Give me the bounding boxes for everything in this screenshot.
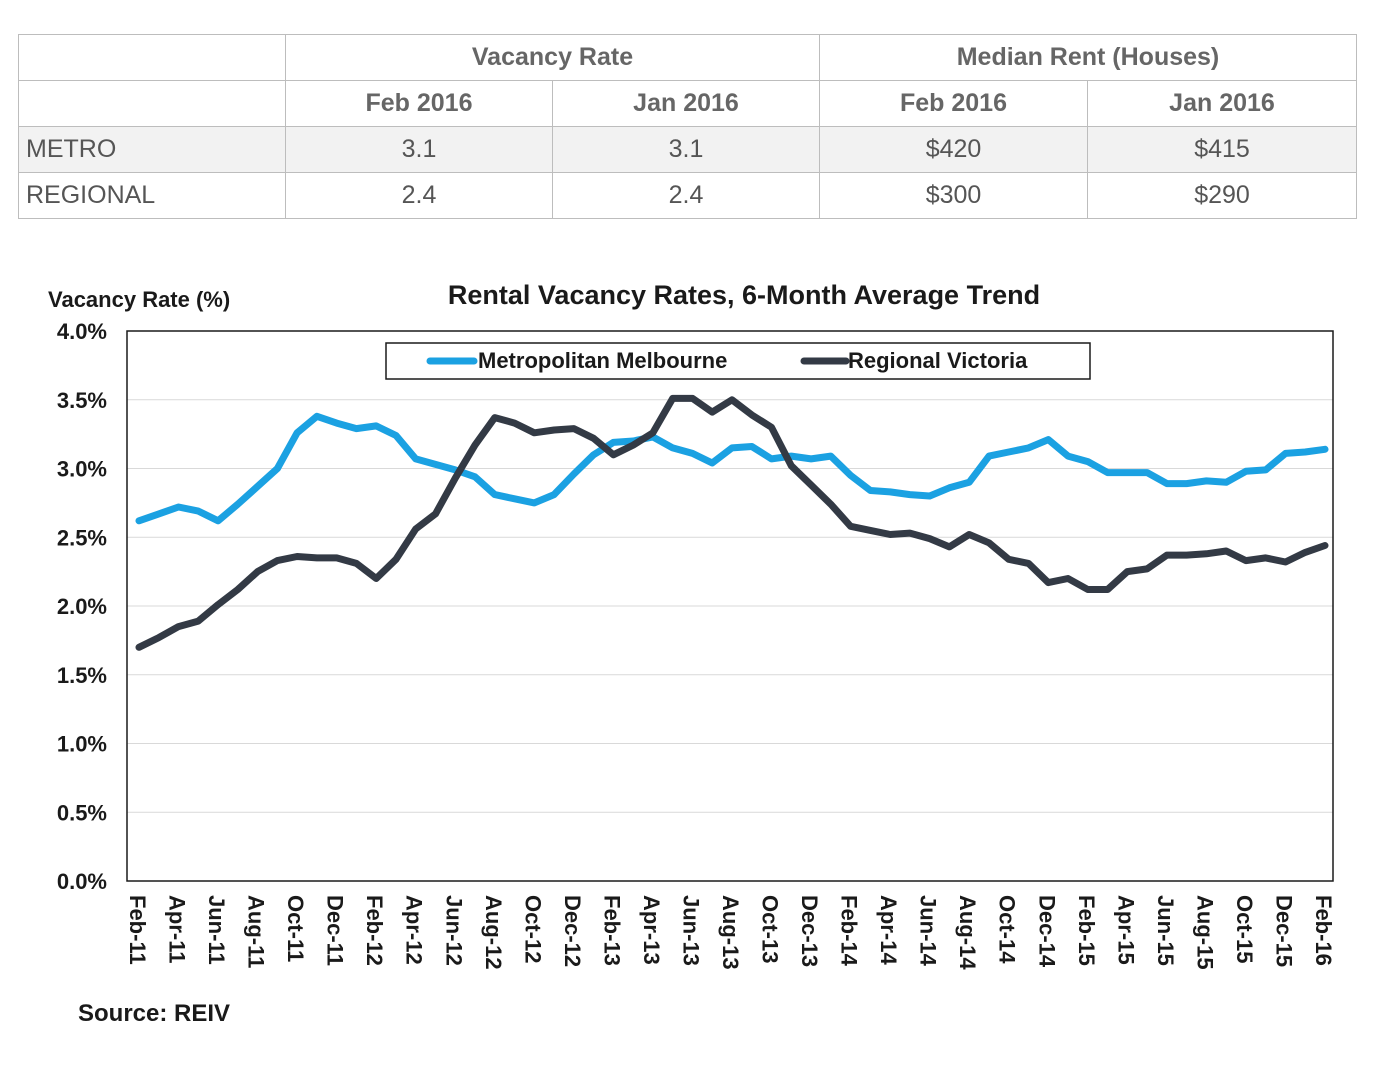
plot-area-frame bbox=[126, 330, 1334, 882]
source-note: Source: REIV bbox=[78, 1000, 231, 1027]
x-tick-label: Dec-11 bbox=[323, 895, 348, 966]
x-tick-label: Jun-14 bbox=[916, 895, 941, 967]
y-axis-label: Vacancy Rate (%) bbox=[48, 287, 230, 312]
x-tick-label: Apr-15 bbox=[1113, 895, 1138, 965]
x-tick-label: Oct-11 bbox=[283, 895, 308, 962]
x-tick-label: Aug-13 bbox=[718, 895, 743, 970]
x-tick-label: Oct-13 bbox=[758, 895, 783, 963]
x-tick-label: Jun-11 bbox=[204, 895, 229, 965]
x-tick-label: Jun-12 bbox=[441, 895, 466, 966]
x-tick-label: Feb-12 bbox=[362, 895, 387, 966]
table-cell: 2.4 bbox=[552, 172, 820, 219]
summary-table: Vacancy Rate Median Rent (Houses) Feb 20… bbox=[18, 34, 1357, 219]
series-line-regional-victoria bbox=[135, 394, 1329, 651]
y-tick-label: 2.0% bbox=[57, 594, 107, 619]
legend-label-regional: Regional Victoria bbox=[848, 348, 1028, 373]
x-tick-label: Feb-13 bbox=[599, 895, 624, 966]
row-label: METRO bbox=[18, 126, 286, 173]
table-row-regional: REGIONAL 2.4 2.4 $300 $290 bbox=[18, 172, 1357, 219]
median-rent-header: Median Rent (Houses) bbox=[819, 34, 1357, 81]
x-axis-ticks: Feb-11 Apr-11 Jun-11 Aug-11 Oct-11 Dec-11 Feb-… bbox=[125, 895, 1336, 970]
table-row-metro: METRO 3.1 3.1 $420 $415 bbox=[18, 126, 1357, 173]
x-tick-label: Apr-13 bbox=[639, 895, 664, 965]
table-sub-header-row: Feb 2016 Jan 2016 Feb 2016 Jan 2016 bbox=[18, 80, 1357, 127]
x-tick-label: Dec-14 bbox=[1034, 895, 1059, 968]
y-axis-ticks: 0.0% 0.5% 1.0% 1.5% 2.0% 2.5% 3.0% 3.5% 4.0% bbox=[57, 319, 107, 894]
y-tick-label: 4.0% bbox=[57, 319, 107, 344]
table-cell: $300 bbox=[819, 172, 1088, 219]
x-tick-label: Oct-12 bbox=[520, 895, 545, 963]
table-corner-cell bbox=[18, 34, 286, 81]
y-tick-label: 1.5% bbox=[57, 663, 107, 688]
legend-label-metro: Metropolitan Melbourne bbox=[478, 348, 727, 373]
x-tick-label: Aug-14 bbox=[955, 895, 980, 970]
table-cell: $420 bbox=[819, 126, 1088, 173]
x-tick-label: Apr-14 bbox=[876, 895, 901, 965]
y-tick-label: 3.5% bbox=[57, 388, 107, 413]
y-tick-label: 1.0% bbox=[57, 732, 107, 757]
series-lines bbox=[135, 394, 1329, 651]
series-line-metropolitan-melbourne bbox=[135, 412, 1329, 525]
x-tick-label: Apr-12 bbox=[402, 895, 427, 965]
sub-header-rent-feb: Feb 2016 bbox=[819, 80, 1088, 127]
gridlines bbox=[127, 399, 1333, 813]
x-tick-label: Aug-11 bbox=[244, 895, 269, 968]
y-tick-label: 2.5% bbox=[57, 525, 107, 550]
x-tick-label: Aug-15 bbox=[1192, 895, 1217, 970]
x-tick-label: Feb-14 bbox=[837, 895, 862, 967]
x-tick-label: Dec-15 bbox=[1271, 895, 1296, 967]
legend-box bbox=[385, 342, 1091, 380]
sub-header-blank bbox=[18, 80, 286, 127]
x-tick-label: Dec-12 bbox=[560, 895, 585, 967]
legend: Metropolitan Melbourne Regional Victoria bbox=[385, 342, 1091, 380]
sub-header-vacancy-jan: Jan 2016 bbox=[552, 80, 820, 127]
x-tick-label: Jun-13 bbox=[678, 895, 703, 966]
table-cell: 2.4 bbox=[285, 172, 553, 219]
x-tick-label: Aug-12 bbox=[481, 895, 506, 970]
x-tick-label: Feb-11 bbox=[125, 895, 150, 965]
x-tick-label: Dec-13 bbox=[797, 895, 822, 967]
x-tick-label: Oct-15 bbox=[1232, 895, 1257, 963]
table-cell: $415 bbox=[1087, 126, 1357, 173]
x-tick-label: Feb-15 bbox=[1074, 895, 1099, 966]
chart-title: Rental Vacancy Rates, 6-Month Average Tr… bbox=[448, 280, 1040, 310]
table-cell: 3.1 bbox=[552, 126, 820, 173]
x-tick-label: Jun-15 bbox=[1153, 895, 1178, 966]
x-tick-label: Oct-14 bbox=[995, 895, 1020, 964]
y-tick-label: 0.0% bbox=[57, 869, 107, 894]
x-tick-label: Feb-16 bbox=[1311, 895, 1336, 966]
x-tick-label: Apr-11 bbox=[165, 895, 190, 963]
table-cell: 3.1 bbox=[285, 126, 553, 173]
table-cell: $290 bbox=[1087, 172, 1357, 219]
row-label: REGIONAL bbox=[18, 172, 286, 219]
y-tick-label: 0.5% bbox=[57, 800, 107, 825]
y-tick-label: 3.0% bbox=[57, 457, 107, 482]
